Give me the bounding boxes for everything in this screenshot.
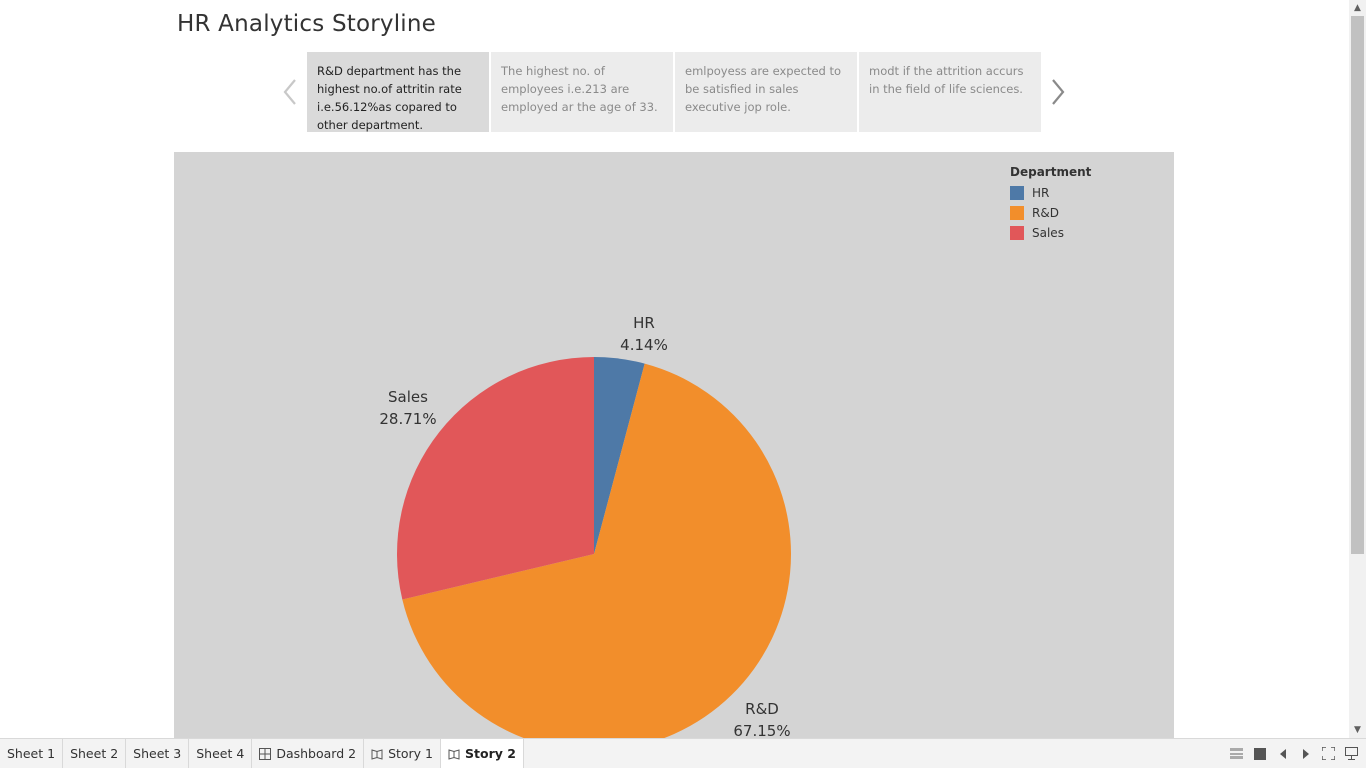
slice-value-sales: 28.71% (379, 410, 436, 428)
tab-label: Dashboard 2 (276, 746, 357, 761)
chevron-left-icon (283, 79, 296, 105)
pie-chart: HR 4.14% R&D 67.15% Sales 28.71% (379, 314, 791, 738)
tab-story-2[interactable]: Story 2 (441, 739, 524, 768)
slice-value-hr: 4.14% (620, 336, 668, 354)
story-point-2[interactable]: The highest no. of employees i.e.213 are… (491, 52, 673, 132)
legend-label-hr: HR (1032, 186, 1050, 200)
fullscreen-icon[interactable] (1322, 747, 1335, 760)
pie-chart-area: HR 4.14% R&D 67.15% Sales 28.71% Department H… (174, 152, 1174, 738)
chevron-right-icon (1052, 79, 1065, 105)
scroll-up-icon[interactable]: ▲ (1354, 3, 1361, 13)
legend-label-sales: Sales (1032, 226, 1064, 240)
scrollbar-thumb[interactable] (1351, 16, 1364, 554)
legend-item-sales[interactable]: Sales (1010, 223, 1091, 243)
slice-label-hr: HR (633, 314, 655, 332)
tab-label: Story 2 (465, 746, 516, 761)
sheet-tab-bar: Sheet 1 Sheet 2 Sheet 3 Sheet 4 Dashboar… (0, 738, 1366, 768)
view-controls (1230, 739, 1358, 768)
story-icon (371, 748, 383, 760)
tab-label: Sheet 3 (133, 746, 182, 761)
slice-label-sales: Sales (388, 388, 428, 406)
legend-item-rnd[interactable]: R&D (1010, 203, 1091, 223)
legend-title: Department (1010, 165, 1092, 179)
tab-sheet-3[interactable]: Sheet 3 (126, 739, 190, 768)
previous-sheet-icon[interactable] (1276, 747, 1289, 760)
story-title: HR Analytics Storyline (177, 11, 437, 37)
tab-label: Story 1 (388, 746, 434, 761)
tab-label: Sheet 4 (196, 746, 245, 761)
story-point-1[interactable]: R&D department has the highest no.of att… (307, 52, 489, 132)
tab-sheet-2[interactable]: Sheet 2 (63, 739, 127, 768)
pie-slice-rd[interactable] (402, 363, 791, 738)
tab-sheet-1[interactable]: Sheet 1 (0, 739, 64, 768)
tab-dashboard-2[interactable]: Dashboard 2 (252, 739, 365, 768)
dashboard-icon (259, 747, 272, 760)
tab-label: Sheet 2 (70, 746, 119, 761)
show-filmstrip-icon[interactable] (1230, 747, 1243, 760)
previous-story-point-button[interactable] (280, 76, 302, 108)
show-tabs-icon[interactable] (1253, 747, 1266, 760)
legend-item-hr[interactable]: HR (1010, 183, 1091, 203)
story-icon (448, 748, 460, 760)
sheet-tabs: Sheet 1 Sheet 2 Sheet 3 Sheet 4 Dashboar… (0, 739, 524, 768)
tab-label: Sheet 1 (7, 746, 56, 761)
tab-story-1[interactable]: Story 1 (364, 739, 442, 768)
slice-value-rd: 67.15% (733, 722, 790, 738)
legend-swatch-rnd (1010, 206, 1024, 220)
presentation-mode-icon[interactable] (1345, 747, 1358, 760)
scroll-down-icon[interactable]: ▼ (1354, 725, 1361, 735)
slice-label-rd: R&D (745, 700, 779, 718)
tab-sheet-4[interactable]: Sheet 4 (189, 739, 253, 768)
next-sheet-icon[interactable] (1299, 747, 1312, 760)
legend-swatch-hr (1010, 186, 1024, 200)
story-point-3[interactable]: emlpoyess are expected to be satisfied i… (675, 52, 857, 132)
pie-slice-hr[interactable] (594, 357, 645, 554)
legend: Department HR R&D Sales (1010, 165, 1091, 243)
pie-slice-sales[interactable] (397, 357, 594, 600)
legend-label-rnd: R&D (1032, 206, 1059, 220)
next-story-point-button[interactable] (1047, 76, 1069, 108)
story-point-4[interactable]: modt if the attrition accurs in the fiel… (859, 52, 1041, 132)
legend-swatch-sales (1010, 226, 1024, 240)
